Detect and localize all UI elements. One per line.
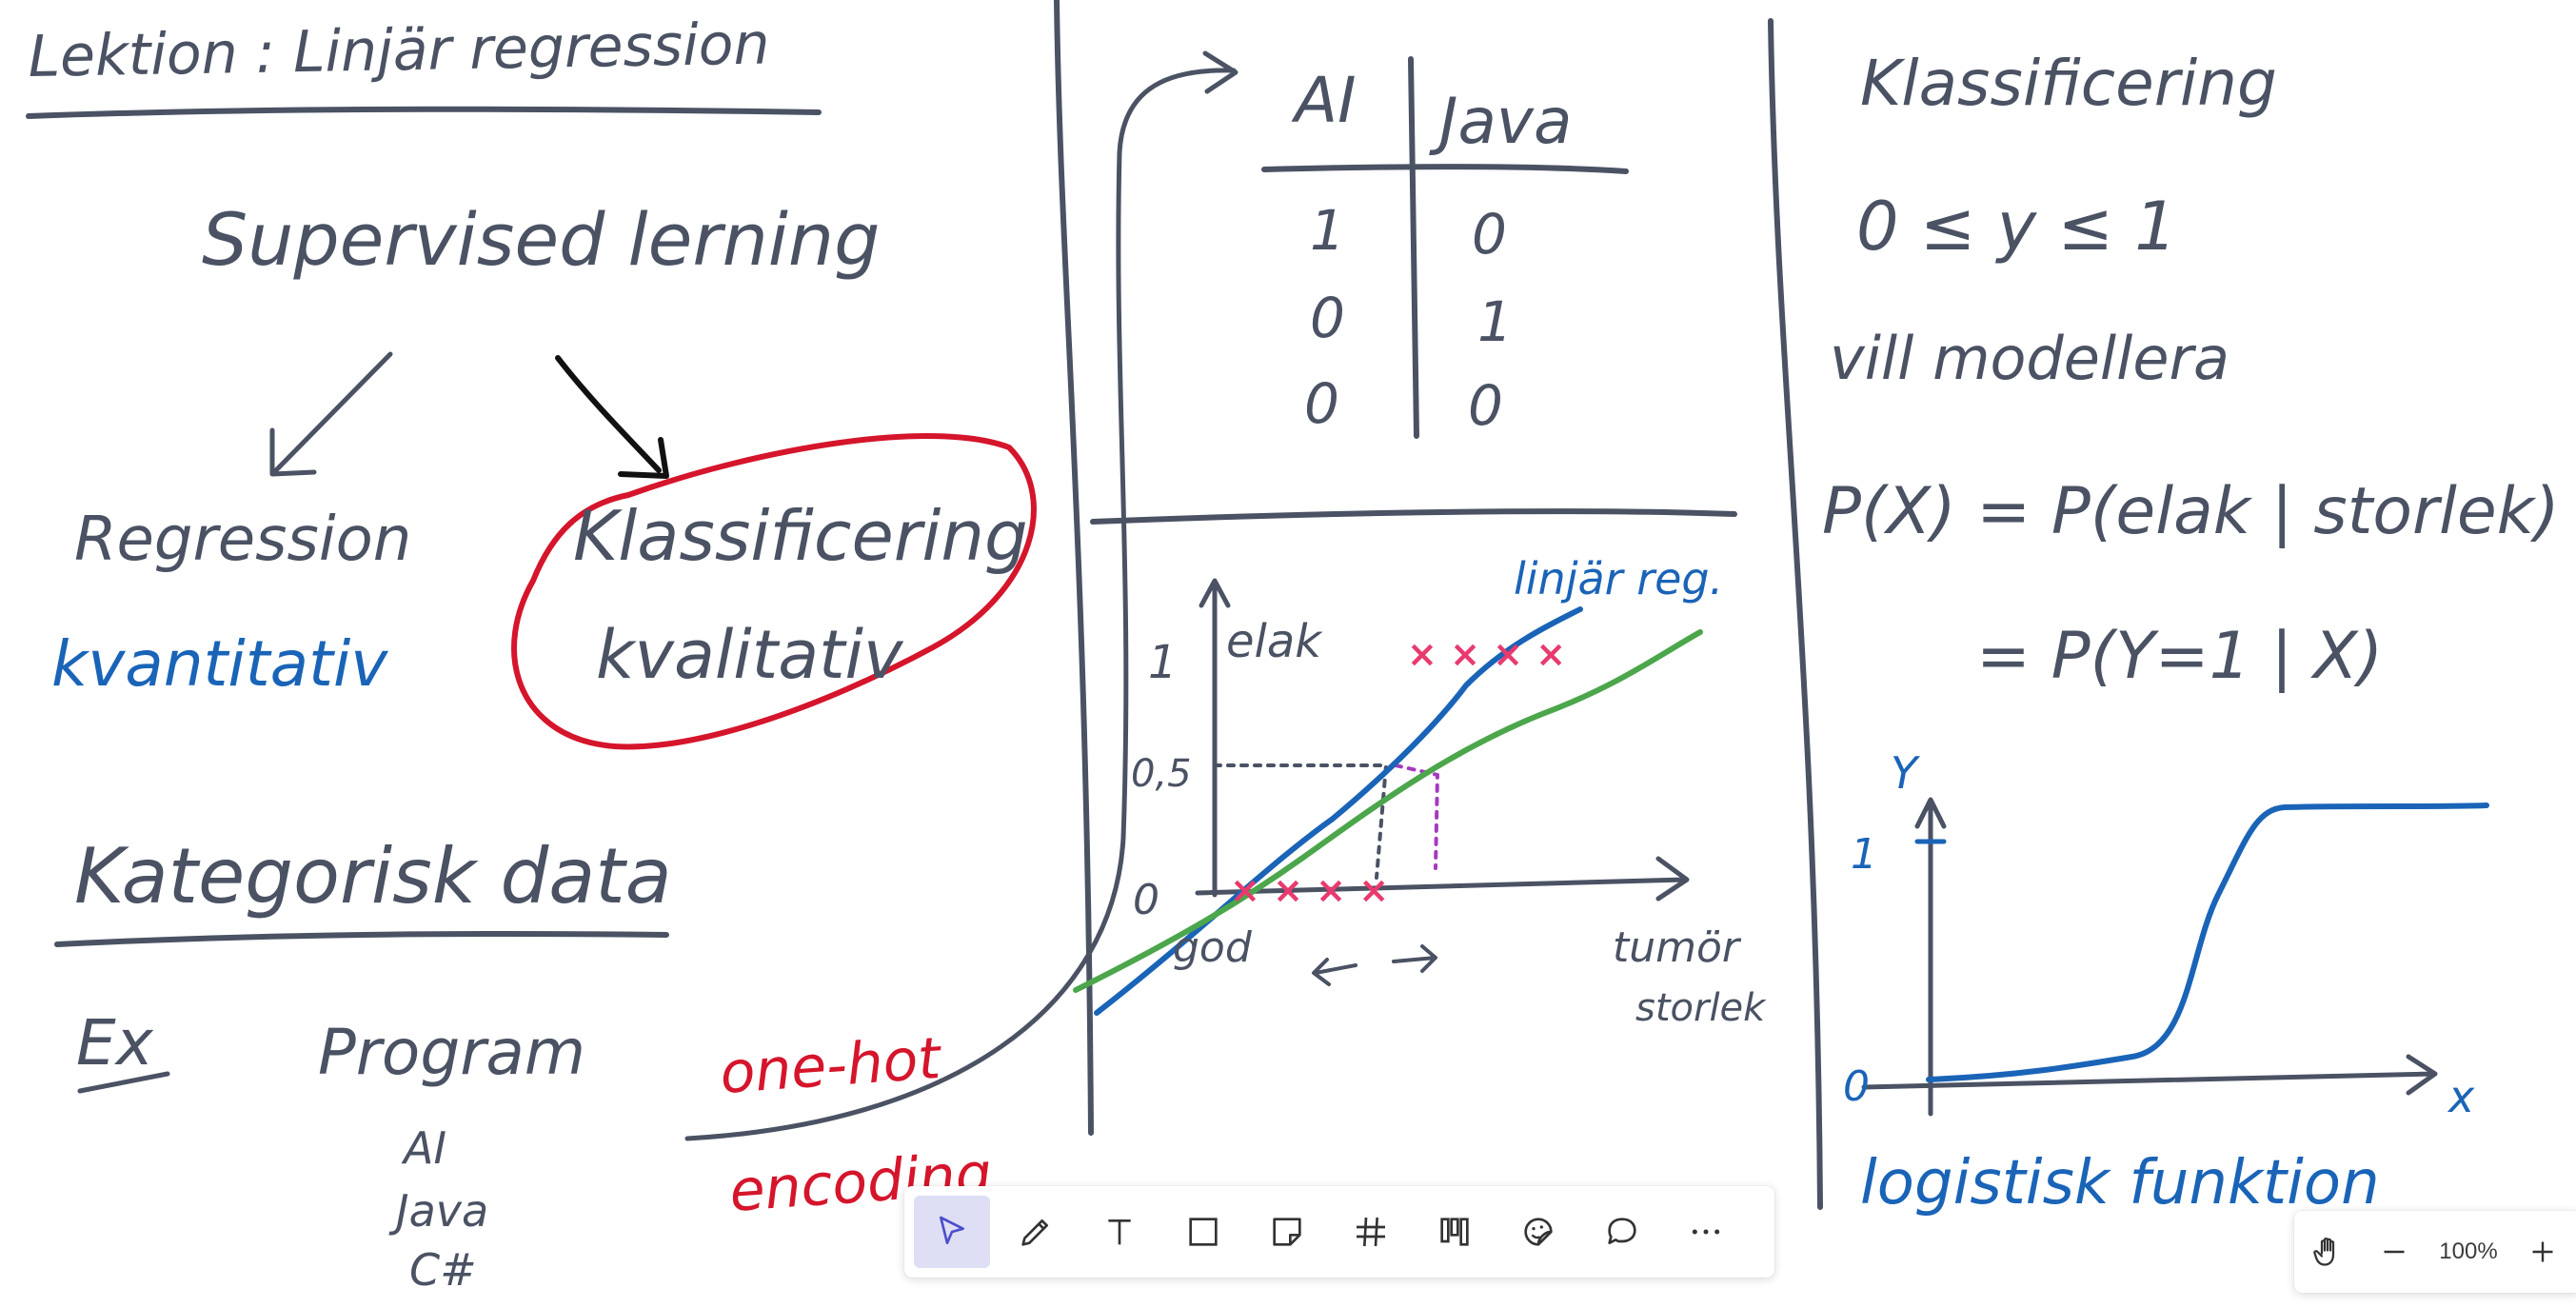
program-java: Java (388, 1185, 488, 1237)
shape-tool-button[interactable] (1165, 1196, 1241, 1268)
kategorisk-underline (54, 931, 669, 947)
table-cell: 1 (1477, 289, 1513, 354)
kvantitativ-label: kvantitativ (51, 627, 388, 701)
regression-label: Regression (74, 505, 411, 575)
threshold-dotted-line-green (1394, 763, 1439, 870)
kanban-tool-button[interactable] (1417, 1196, 1493, 1268)
zoom-out-button[interactable] (2361, 1219, 2427, 1285)
more-icon (1692, 1229, 1720, 1235)
table-header-line (1261, 164, 1629, 174)
table-cell: 0 (1472, 202, 1507, 267)
logistic-x-label: x (2447, 1071, 2475, 1122)
grid-tool-button[interactable] (1333, 1196, 1409, 1268)
select-icon (940, 1216, 964, 1244)
graph-y0-label: 0 (1133, 876, 1159, 924)
comment-tool-button[interactable] (1584, 1196, 1660, 1268)
inequality: 0 ≤ y ≤ 1 (1856, 188, 2177, 266)
lesson-title: Lektion : Linjär regression (28, 10, 770, 90)
whiteboard-toolbar (904, 1186, 1774, 1278)
grid-icon (1357, 1217, 1385, 1247)
graph-y1-label: 1 (1148, 636, 1178, 689)
more-options-button[interactable] (1668, 1196, 1744, 1268)
title-underline (26, 106, 822, 119)
logistic-curve (1926, 803, 2489, 1082)
probability-eq2: = P(Y=1 | X) (1976, 619, 2383, 694)
one-hot-label: one-hot (718, 1025, 944, 1107)
graph-tumor-label: tumör (1613, 923, 1742, 972)
table-header-java: Java (1429, 85, 1572, 158)
logistic-zero-label: 0 (1843, 1062, 1870, 1111)
table-header-ai: AI (1291, 64, 1357, 137)
kategorisk-data: Kategorisk data (74, 832, 672, 921)
sticky-note-tool-button[interactable] (1249, 1196, 1325, 1268)
table-cell: 0 (1310, 286, 1345, 350)
logistisk-funktion: logistisk funktion (1860, 1148, 2380, 1219)
logistic-y-axis (1914, 797, 1947, 1117)
table-cell: 0 (1468, 373, 1503, 438)
x-marks-malignant: × × × × (1407, 633, 1566, 675)
x-marks-benign: × × × × (1230, 869, 1389, 911)
text-tool-button[interactable] (1081, 1196, 1158, 1268)
divider-line (1768, 18, 1823, 1210)
zoom-controls: 100% (2294, 1211, 2576, 1293)
divider-line (1090, 508, 1737, 525)
shape-icon (1189, 1218, 1218, 1246)
linear-regression-green-line (1073, 629, 1703, 993)
threshold-dotted-line (1213, 763, 1388, 880)
sticky-note-icon (1273, 1218, 1301, 1246)
arrow-to-classification (555, 355, 669, 479)
graph-y05-label: 0,5 (1131, 752, 1192, 796)
ex-label: Ex (76, 1006, 154, 1080)
program-label: Program (318, 1016, 585, 1089)
ex-underline (77, 1071, 170, 1094)
text-icon (1108, 1219, 1131, 1245)
circle-highlight (511, 433, 1037, 750)
logistic-one-label: 1 (1851, 830, 1877, 879)
right-klassificering: Klassificering (1860, 47, 2277, 120)
table-cell: 0 (1304, 371, 1339, 436)
zoom-in-button[interactable] (2509, 1219, 2576, 1285)
graph-elak-label: elak (1226, 615, 1323, 668)
table-cell: 1 (1310, 198, 1345, 263)
connector-arrow (684, 50, 1238, 1141)
supervised-learning: Supervised lerning (202, 197, 880, 282)
pen-icon (1021, 1219, 1048, 1246)
pen-tool-button[interactable] (998, 1196, 1074, 1268)
arrow-to-regression (269, 351, 393, 477)
minus-icon (2384, 1250, 2405, 1254)
graph-god-label: god (1173, 923, 1253, 972)
program-ai: AI (401, 1122, 446, 1174)
double-arrow (1312, 944, 1437, 986)
kanban-icon (1440, 1218, 1469, 1246)
table-column-line (1408, 56, 1419, 439)
comment-icon (1608, 1218, 1636, 1244)
graph-y-axis (1199, 578, 1231, 898)
klassificering-label: Klassificering (573, 496, 1028, 576)
kvalitativ-label: kvalitativ (596, 616, 904, 694)
graph-linjar-reg-label: linjär reg. (1514, 553, 1723, 604)
select-tool-button[interactable] (914, 1196, 990, 1268)
vill-modellera: vill modellera (1830, 324, 2229, 393)
logistic-x-axis (1861, 1054, 2438, 1096)
logistic-y-label: Y (1891, 747, 1921, 799)
probability-eq1: P(X) = P(elak | storlek) = (1822, 474, 2576, 549)
zoom-level[interactable]: 100% (2439, 1239, 2498, 1264)
sticker-icon (1524, 1218, 1553, 1246)
hand-icon (2313, 1238, 2335, 1266)
plus-icon (2532, 1241, 2553, 1262)
graph-x-axis (1195, 856, 1690, 902)
program-csharp: C# (409, 1244, 477, 1296)
sticker-tool-button[interactable] (1500, 1196, 1576, 1268)
divider-line (1054, 0, 1094, 1136)
pan-button[interactable] (2294, 1219, 2361, 1285)
graph-storlek-label: storlek (1635, 986, 1767, 1030)
